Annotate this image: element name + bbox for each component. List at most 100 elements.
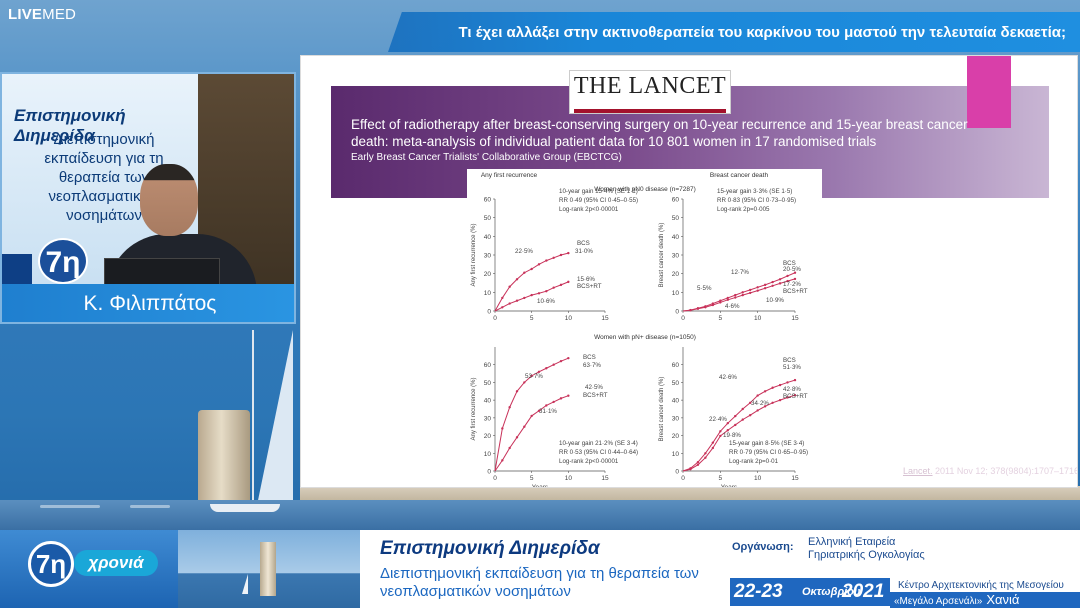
data-point (704, 306, 707, 309)
data-point (793, 378, 797, 382)
data-point (734, 293, 737, 297)
data-point (501, 427, 504, 430)
x-tick-label: 10 (754, 315, 762, 322)
data-point (559, 283, 563, 287)
data-point (559, 397, 563, 400)
x-tick-label: 10 (565, 475, 573, 482)
y-tick-label: 60 (484, 362, 492, 369)
x-tick-label: 10 (565, 315, 573, 322)
x-tick-label: 0 (681, 475, 685, 482)
data-point (778, 398, 782, 402)
y-tick-label: 50 (672, 215, 680, 222)
livemed-logo: LIVEMED (8, 6, 76, 23)
data-point (726, 296, 729, 300)
data-point (749, 414, 752, 417)
organizer-line-2: Γηριατρικής Ογκολογίας (808, 549, 925, 561)
annotation: 42·6% (719, 374, 737, 381)
y-tick-label: 20 (672, 433, 680, 440)
anniversary-badge: 7η χρονιά (0, 530, 178, 608)
data-point (559, 253, 563, 257)
session-title-bar: Τι έχει αλλάξει στην ακτινοθεραπεία του … (388, 12, 1080, 52)
data-point (771, 280, 774, 284)
citation-link[interactable]: Lancet. (903, 466, 933, 476)
data-point (778, 282, 782, 285)
backdrop-banner-title: Επιστημονική Διημερίδα (14, 106, 126, 145)
data-point (771, 401, 774, 404)
session-title: Τι έχει αλλάξει στην ακτινοθεραπεία του … (458, 23, 1066, 41)
annotation: 15-year gain 3·3% (SE 1·5) (717, 188, 792, 195)
y-tick-label: 10 (484, 290, 492, 297)
data-point (719, 301, 722, 304)
citation: Lancet. 2011 Nov 12; 378(9804):1707–1716… (903, 466, 1077, 476)
anniversary-text: χρονιά (74, 550, 158, 576)
x-tick-label: 0 (681, 315, 685, 322)
data-point (763, 287, 767, 290)
data-point (537, 292, 541, 295)
y-tick-label: 20 (672, 271, 680, 278)
venue-line-1: Κέντρο Αρχιτεκτονικής της Μεσογείου (898, 580, 1064, 591)
annotation: 17·2% (783, 281, 801, 288)
annotation: 19·8% (723, 432, 741, 439)
y-tick-label: 40 (672, 234, 680, 241)
lighthouse-icon (260, 542, 276, 596)
x-tick-label: 5 (719, 475, 723, 482)
x-tick-label: 5 (719, 315, 723, 322)
data-point (711, 303, 715, 307)
data-point (786, 274, 789, 278)
y-axis-label: Breast cancer death (%) (659, 377, 665, 442)
data-point (508, 302, 511, 305)
wave (40, 505, 100, 508)
y-tick-label: 0 (675, 469, 679, 476)
logo-bold: LIVE (8, 6, 43, 23)
data-point (552, 286, 555, 289)
data-point (771, 386, 774, 389)
annotation: 22·5% (515, 248, 533, 255)
annotation: 10-year gain 21·2% (SE 3·4) (559, 440, 638, 447)
data-point (567, 356, 570, 360)
annotation: 10-year gain 15·4% (SE 1·1) (559, 188, 638, 195)
annotation: BCS (783, 357, 796, 364)
y-tick-label: 40 (672, 398, 680, 405)
sailboat-icon (236, 574, 248, 594)
y-tick-label: 50 (484, 380, 492, 387)
y-tick-label: 30 (672, 415, 680, 422)
wave (130, 505, 170, 508)
data-point (515, 436, 519, 439)
data-point (719, 434, 722, 438)
y-tick-label: 10 (484, 451, 492, 458)
speaker-head (140, 164, 198, 236)
data-point (749, 288, 752, 292)
chania-photo (178, 530, 360, 608)
annotation: Log-rank 2p<0·00001 (559, 458, 619, 465)
annotation: 42·5% (585, 384, 603, 391)
data-point (515, 299, 519, 302)
data-point (726, 421, 729, 425)
y-tick-label: 50 (672, 380, 680, 387)
annotation: BCS (577, 240, 590, 247)
x-tick-label: 15 (791, 475, 799, 482)
data-point (537, 370, 541, 373)
data-point (567, 251, 570, 255)
series-line-bcs-rt (682, 278, 796, 312)
annotation: 53·7% (525, 373, 543, 380)
data-point (552, 400, 555, 404)
data-point (501, 306, 504, 309)
data-point (711, 441, 715, 444)
speaker-name-bar: Κ. Φιλιππάτος (2, 284, 294, 322)
data-point (719, 430, 722, 433)
annotation: RR 0·49 (95% CI 0·45–0·55) (559, 197, 638, 204)
data-point (545, 290, 548, 293)
data-point (530, 293, 533, 297)
y-tick-label: 0 (487, 309, 491, 316)
y-axis-label: Any first recurrence (%) (471, 377, 477, 440)
panel-title: Any first recurrence (481, 172, 538, 179)
data-point (786, 279, 789, 283)
data-point (704, 456, 707, 459)
data-point (545, 259, 548, 262)
panel-title: Breast cancer death (710, 172, 769, 179)
data-point (756, 286, 759, 289)
venue-line-2: «Μεγάλο Αρσενάλι» Χανιά (890, 592, 1080, 608)
organizer: Ελληνική Εταιρεία Γηριατρικής Ογκολογίας (808, 536, 925, 562)
lancet-logo-rule (574, 109, 726, 113)
annotation: Log-rank 2p<0·00001 (559, 206, 619, 213)
